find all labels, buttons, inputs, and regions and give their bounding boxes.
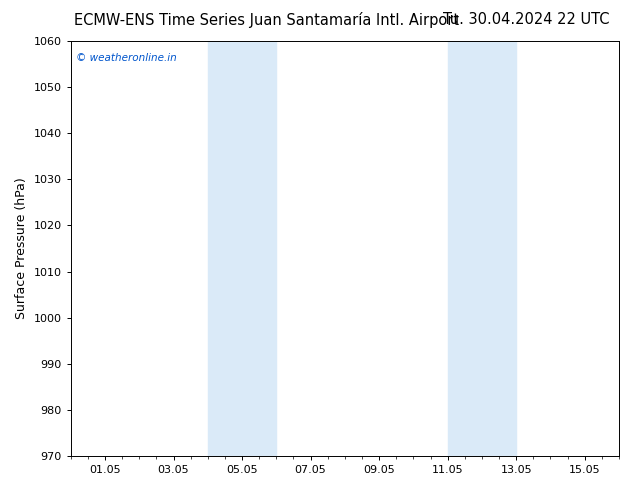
Y-axis label: Surface Pressure (hPa): Surface Pressure (hPa) [15,178,28,319]
Text: ECMW-ENS Time Series Juan Santamaría Intl. Airport: ECMW-ENS Time Series Juan Santamaría Int… [74,12,459,28]
Bar [208,41,276,456]
Bar [448,41,516,456]
Text: © weatheronline.in: © weatheronline.in [76,53,177,64]
Text: Tu. 30.04.2024 22 UTC: Tu. 30.04.2024 22 UTC [443,12,609,27]
